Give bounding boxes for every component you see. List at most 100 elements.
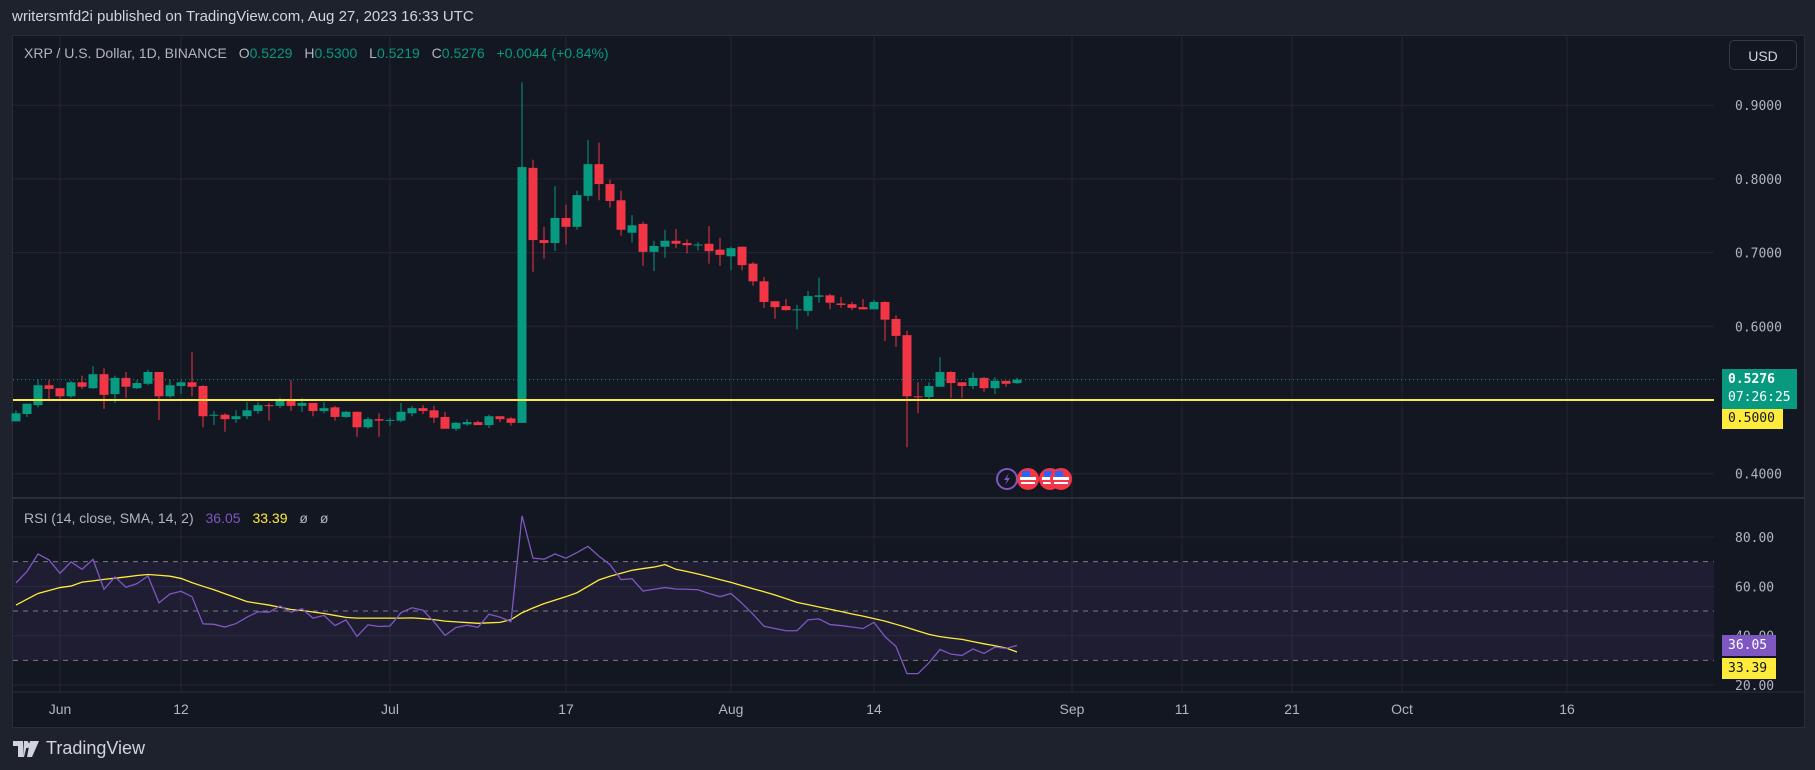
candle-up — [924, 382, 934, 400]
candle-body — [770, 301, 780, 308]
candle-body — [66, 382, 76, 397]
candle-body — [231, 416, 241, 420]
candle-body — [110, 377, 120, 395]
candle-body — [572, 195, 582, 227]
candle-body — [902, 335, 912, 397]
candle-down — [836, 296, 846, 308]
rsi-sma-value: 33.39 — [252, 510, 288, 526]
rsi-sma-line — [15, 563, 1018, 653]
candle-down — [539, 226, 549, 259]
flag-stripe — [1020, 477, 1036, 480]
candle-down — [594, 142, 604, 201]
time-tick-label: Jul — [381, 701, 399, 717]
candle-down — [638, 221, 648, 266]
close-value: 0.5276 — [441, 45, 485, 61]
candle-down — [77, 375, 87, 389]
bar-countdown: 07:26:25 — [1728, 390, 1791, 405]
flag-stripe — [1053, 477, 1069, 480]
candle-body — [880, 301, 890, 320]
last-price-badge: 0.5276 07:26:25 — [1722, 369, 1797, 409]
time-tick-label: 14 — [866, 701, 882, 717]
candle-down — [737, 246, 747, 271]
candle-body — [836, 303, 846, 305]
rsi-sma-badge: 33.39 — [1722, 658, 1776, 679]
candle-body — [176, 382, 186, 386]
candle-body — [352, 411, 362, 428]
candle-body — [319, 408, 329, 412]
candle-body — [814, 295, 824, 297]
candles — [11, 82, 1022, 448]
candle-body — [946, 371, 956, 384]
events — [996, 468, 1072, 490]
flag-stripe — [1021, 482, 1035, 484]
candle-up — [132, 380, 142, 389]
lightning-glyph — [1004, 473, 1010, 485]
time-tick-label: 17 — [558, 701, 574, 717]
candle-down — [957, 382, 967, 398]
candle-down — [880, 301, 890, 342]
candle-down — [506, 416, 516, 426]
candle-body — [957, 382, 967, 386]
candle-body — [132, 383, 142, 389]
candle-body — [869, 301, 879, 310]
candle-body — [737, 246, 747, 266]
candle-body — [88, 374, 98, 389]
candle-body — [528, 167, 538, 241]
candle-up — [110, 375, 120, 403]
rsi-extra-1: ø — [299, 510, 308, 526]
candle-body — [341, 411, 351, 417]
rsi-title[interactable]: RSI (14, close, SMA, 14, 2) — [24, 510, 194, 526]
candle-down — [748, 262, 758, 286]
candle-body — [242, 410, 252, 417]
candle-body — [495, 416, 505, 420]
candle-down — [682, 239, 692, 254]
candle-up — [583, 139, 593, 202]
candle-body — [605, 184, 615, 202]
price-tick-label: 0.9000 — [1735, 99, 1782, 114]
candle-body — [638, 223, 648, 252]
candle-down — [187, 352, 197, 397]
candle-up — [693, 242, 703, 251]
symbol-legend: XRP / U.S. Dollar, 1D, BINANCE O0.5229 H… — [24, 45, 609, 61]
candle-down — [825, 293, 835, 310]
symbol-title[interactable]: XRP / U.S. Dollar, 1D, BINANCE — [24, 45, 227, 61]
candle-body — [682, 243, 692, 246]
currency-button[interactable]: USD — [1729, 40, 1797, 70]
candle-down — [121, 371, 131, 398]
candle-up — [66, 380, 76, 398]
candle-body — [858, 307, 868, 310]
candle-up — [143, 369, 153, 386]
price-tick-label: 0.7000 — [1735, 247, 1782, 262]
candle-up — [572, 190, 582, 230]
time-tick-label: Aug — [719, 701, 744, 717]
candle-down — [352, 411, 362, 437]
candle-up — [385, 417, 395, 426]
candle-down — [704, 226, 714, 264]
candle-body — [308, 402, 318, 412]
candle-up — [341, 411, 351, 418]
candle-body — [396, 411, 406, 421]
candle-body — [506, 418, 516, 423]
candle-body — [616, 200, 626, 230]
candle-up — [176, 380, 186, 395]
candle-body — [1001, 380, 1011, 384]
flag-canton — [1055, 471, 1063, 477]
candle-body — [594, 164, 604, 185]
candle-down — [891, 315, 901, 347]
candle-down — [605, 179, 615, 208]
time-tick-label: Jun — [49, 701, 72, 717]
hline-price-badge: 0.5000 — [1722, 409, 1783, 429]
candle-body — [440, 416, 450, 429]
candle-down — [902, 330, 912, 448]
candle-body — [693, 244, 703, 246]
candle-up — [165, 379, 175, 398]
candle-body — [407, 408, 417, 414]
footer-brand[interactable]: TradingView — [13, 738, 145, 759]
candle-body — [781, 306, 791, 311]
candle-body — [924, 385, 934, 398]
rsi-legend: RSI (14, close, SMA, 14, 2) 36.05 33.39 … — [24, 510, 328, 526]
candle-body — [429, 410, 439, 418]
candle-up — [1012, 377, 1022, 384]
candle-up — [11, 410, 21, 422]
